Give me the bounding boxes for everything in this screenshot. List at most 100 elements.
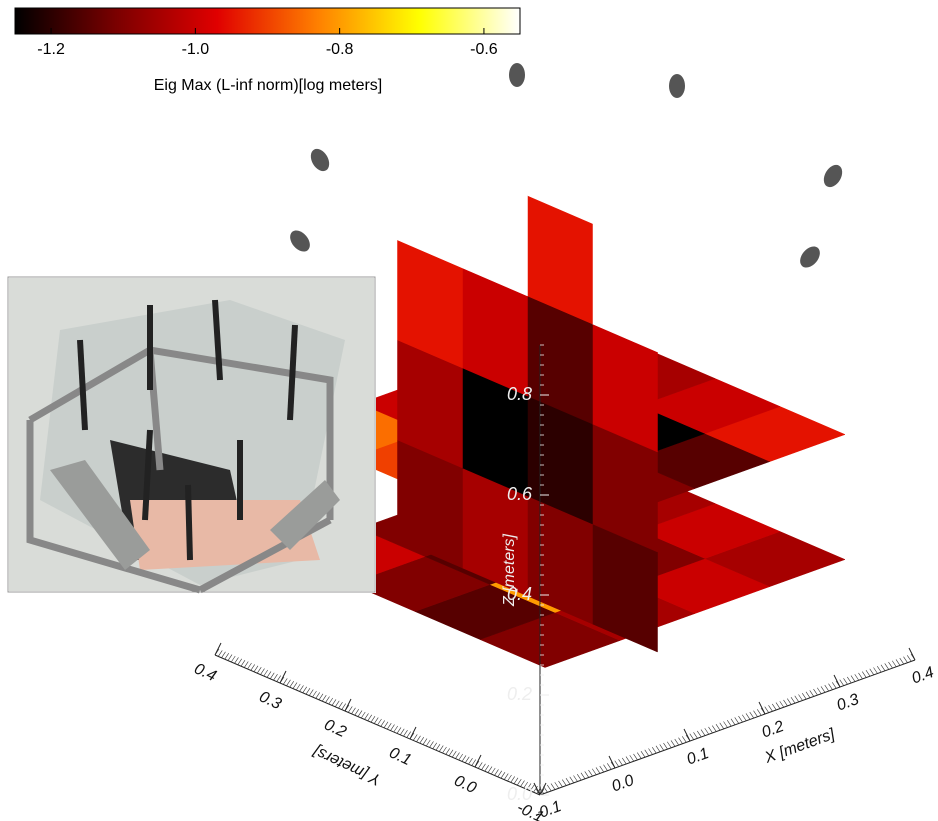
minor-tick bbox=[884, 663, 889, 670]
minor-tick bbox=[757, 709, 762, 716]
minor-tick bbox=[584, 771, 589, 778]
minor-tick bbox=[858, 672, 863, 680]
minor-tick bbox=[439, 745, 444, 752]
minor-tick bbox=[742, 714, 747, 721]
x-tick bbox=[758, 701, 766, 715]
minor-tick bbox=[530, 784, 535, 791]
y-tick bbox=[539, 782, 547, 796]
minor-tick bbox=[648, 748, 653, 755]
y-axis-label: Y [meters] bbox=[310, 742, 384, 788]
minor-tick bbox=[738, 715, 743, 723]
minor-tick bbox=[907, 655, 912, 662]
minor-tick bbox=[224, 653, 229, 660]
minor-tick bbox=[689, 733, 694, 740]
minor-tick bbox=[730, 718, 736, 725]
minor-tick bbox=[633, 753, 638, 761]
minor-tick bbox=[250, 664, 255, 671]
x-tick-label: 0.1 bbox=[685, 745, 712, 769]
minor-tick bbox=[843, 678, 848, 685]
minor-tick bbox=[221, 651, 226, 658]
minor-tick bbox=[494, 769, 499, 776]
minor-tick bbox=[787, 698, 792, 705]
minor-tick bbox=[573, 775, 578, 782]
minor-tick bbox=[393, 725, 398, 733]
minor-tick bbox=[708, 726, 713, 734]
minor-tick bbox=[481, 763, 486, 770]
minor-tick bbox=[374, 717, 379, 724]
minor-tick bbox=[240, 660, 246, 667]
minor-tick bbox=[218, 650, 223, 657]
minor-tick bbox=[432, 742, 437, 749]
minor-tick bbox=[779, 701, 784, 708]
minor-tick bbox=[565, 778, 571, 785]
minor-tick bbox=[670, 740, 676, 747]
minor-tick bbox=[237, 658, 242, 665]
minor-tick bbox=[322, 695, 327, 702]
minor-tick bbox=[260, 668, 265, 675]
minor-tick bbox=[354, 709, 359, 716]
minor-tick bbox=[682, 736, 687, 743]
minor-tick bbox=[351, 707, 356, 714]
minor-tick bbox=[723, 721, 728, 728]
minor-tick bbox=[500, 772, 506, 779]
minor-tick bbox=[361, 711, 366, 719]
minor-tick bbox=[520, 780, 525, 787]
z-tick-label: 0.8 bbox=[507, 384, 532, 404]
minor-tick bbox=[318, 693, 324, 700]
minor-tick bbox=[734, 717, 739, 724]
z-tick-label: 0.6 bbox=[507, 484, 533, 504]
minor-tick bbox=[426, 739, 431, 747]
minor-tick bbox=[678, 737, 683, 744]
minor-tick bbox=[614, 760, 619, 767]
minor-tick bbox=[603, 764, 608, 771]
x-tick-label: 0.0 bbox=[610, 772, 637, 796]
minor-tick bbox=[299, 685, 304, 692]
z-axis-label: Z [meters] bbox=[501, 533, 518, 607]
minor-tick bbox=[471, 759, 476, 766]
colorbar bbox=[14, 7, 521, 35]
minor-tick bbox=[396, 727, 402, 734]
minor-tick bbox=[839, 679, 844, 686]
minor-tick bbox=[805, 691, 811, 698]
minor-tick bbox=[712, 725, 717, 732]
minor-tick bbox=[283, 678, 288, 685]
minor-tick bbox=[315, 692, 320, 699]
colorbar-tick-label: -0.8 bbox=[326, 41, 354, 58]
minor-tick bbox=[899, 657, 904, 665]
photo-inset bbox=[7, 276, 376, 594]
minor-tick bbox=[305, 688, 311, 695]
minor-tick bbox=[847, 676, 852, 684]
minor-tick bbox=[370, 716, 376, 723]
minor-tick bbox=[387, 723, 392, 730]
minor-tick bbox=[607, 763, 612, 770]
z-tick-label: 0.4 bbox=[507, 584, 532, 604]
minor-tick bbox=[533, 786, 538, 793]
minor-tick bbox=[550, 783, 556, 790]
minor-tick bbox=[270, 672, 275, 679]
minor-tick bbox=[526, 783, 532, 790]
minor-tick bbox=[644, 749, 649, 757]
minor-tick bbox=[622, 757, 627, 765]
minor-tick bbox=[325, 696, 330, 703]
minor-tick bbox=[341, 703, 346, 710]
minor-tick bbox=[312, 690, 317, 698]
minor-tick bbox=[487, 766, 493, 773]
colorbar-tick-label: -1.0 bbox=[182, 41, 210, 58]
minor-tick bbox=[562, 779, 567, 786]
minor-tick bbox=[523, 781, 528, 789]
y-tick-label: 0.4 bbox=[191, 660, 218, 685]
minor-tick bbox=[510, 776, 515, 783]
minor-tick bbox=[790, 697, 796, 704]
minor-tick bbox=[377, 718, 382, 726]
y-tick bbox=[409, 726, 417, 740]
minor-tick bbox=[700, 729, 706, 736]
minor-tick bbox=[468, 758, 473, 765]
minor-tick bbox=[745, 713, 751, 720]
minor-tick bbox=[592, 768, 597, 775]
minor-tick bbox=[629, 755, 634, 762]
minor-tick bbox=[296, 683, 301, 691]
minor-tick bbox=[625, 756, 631, 763]
minor-tick bbox=[802, 692, 807, 700]
minor-tick bbox=[655, 745, 661, 752]
